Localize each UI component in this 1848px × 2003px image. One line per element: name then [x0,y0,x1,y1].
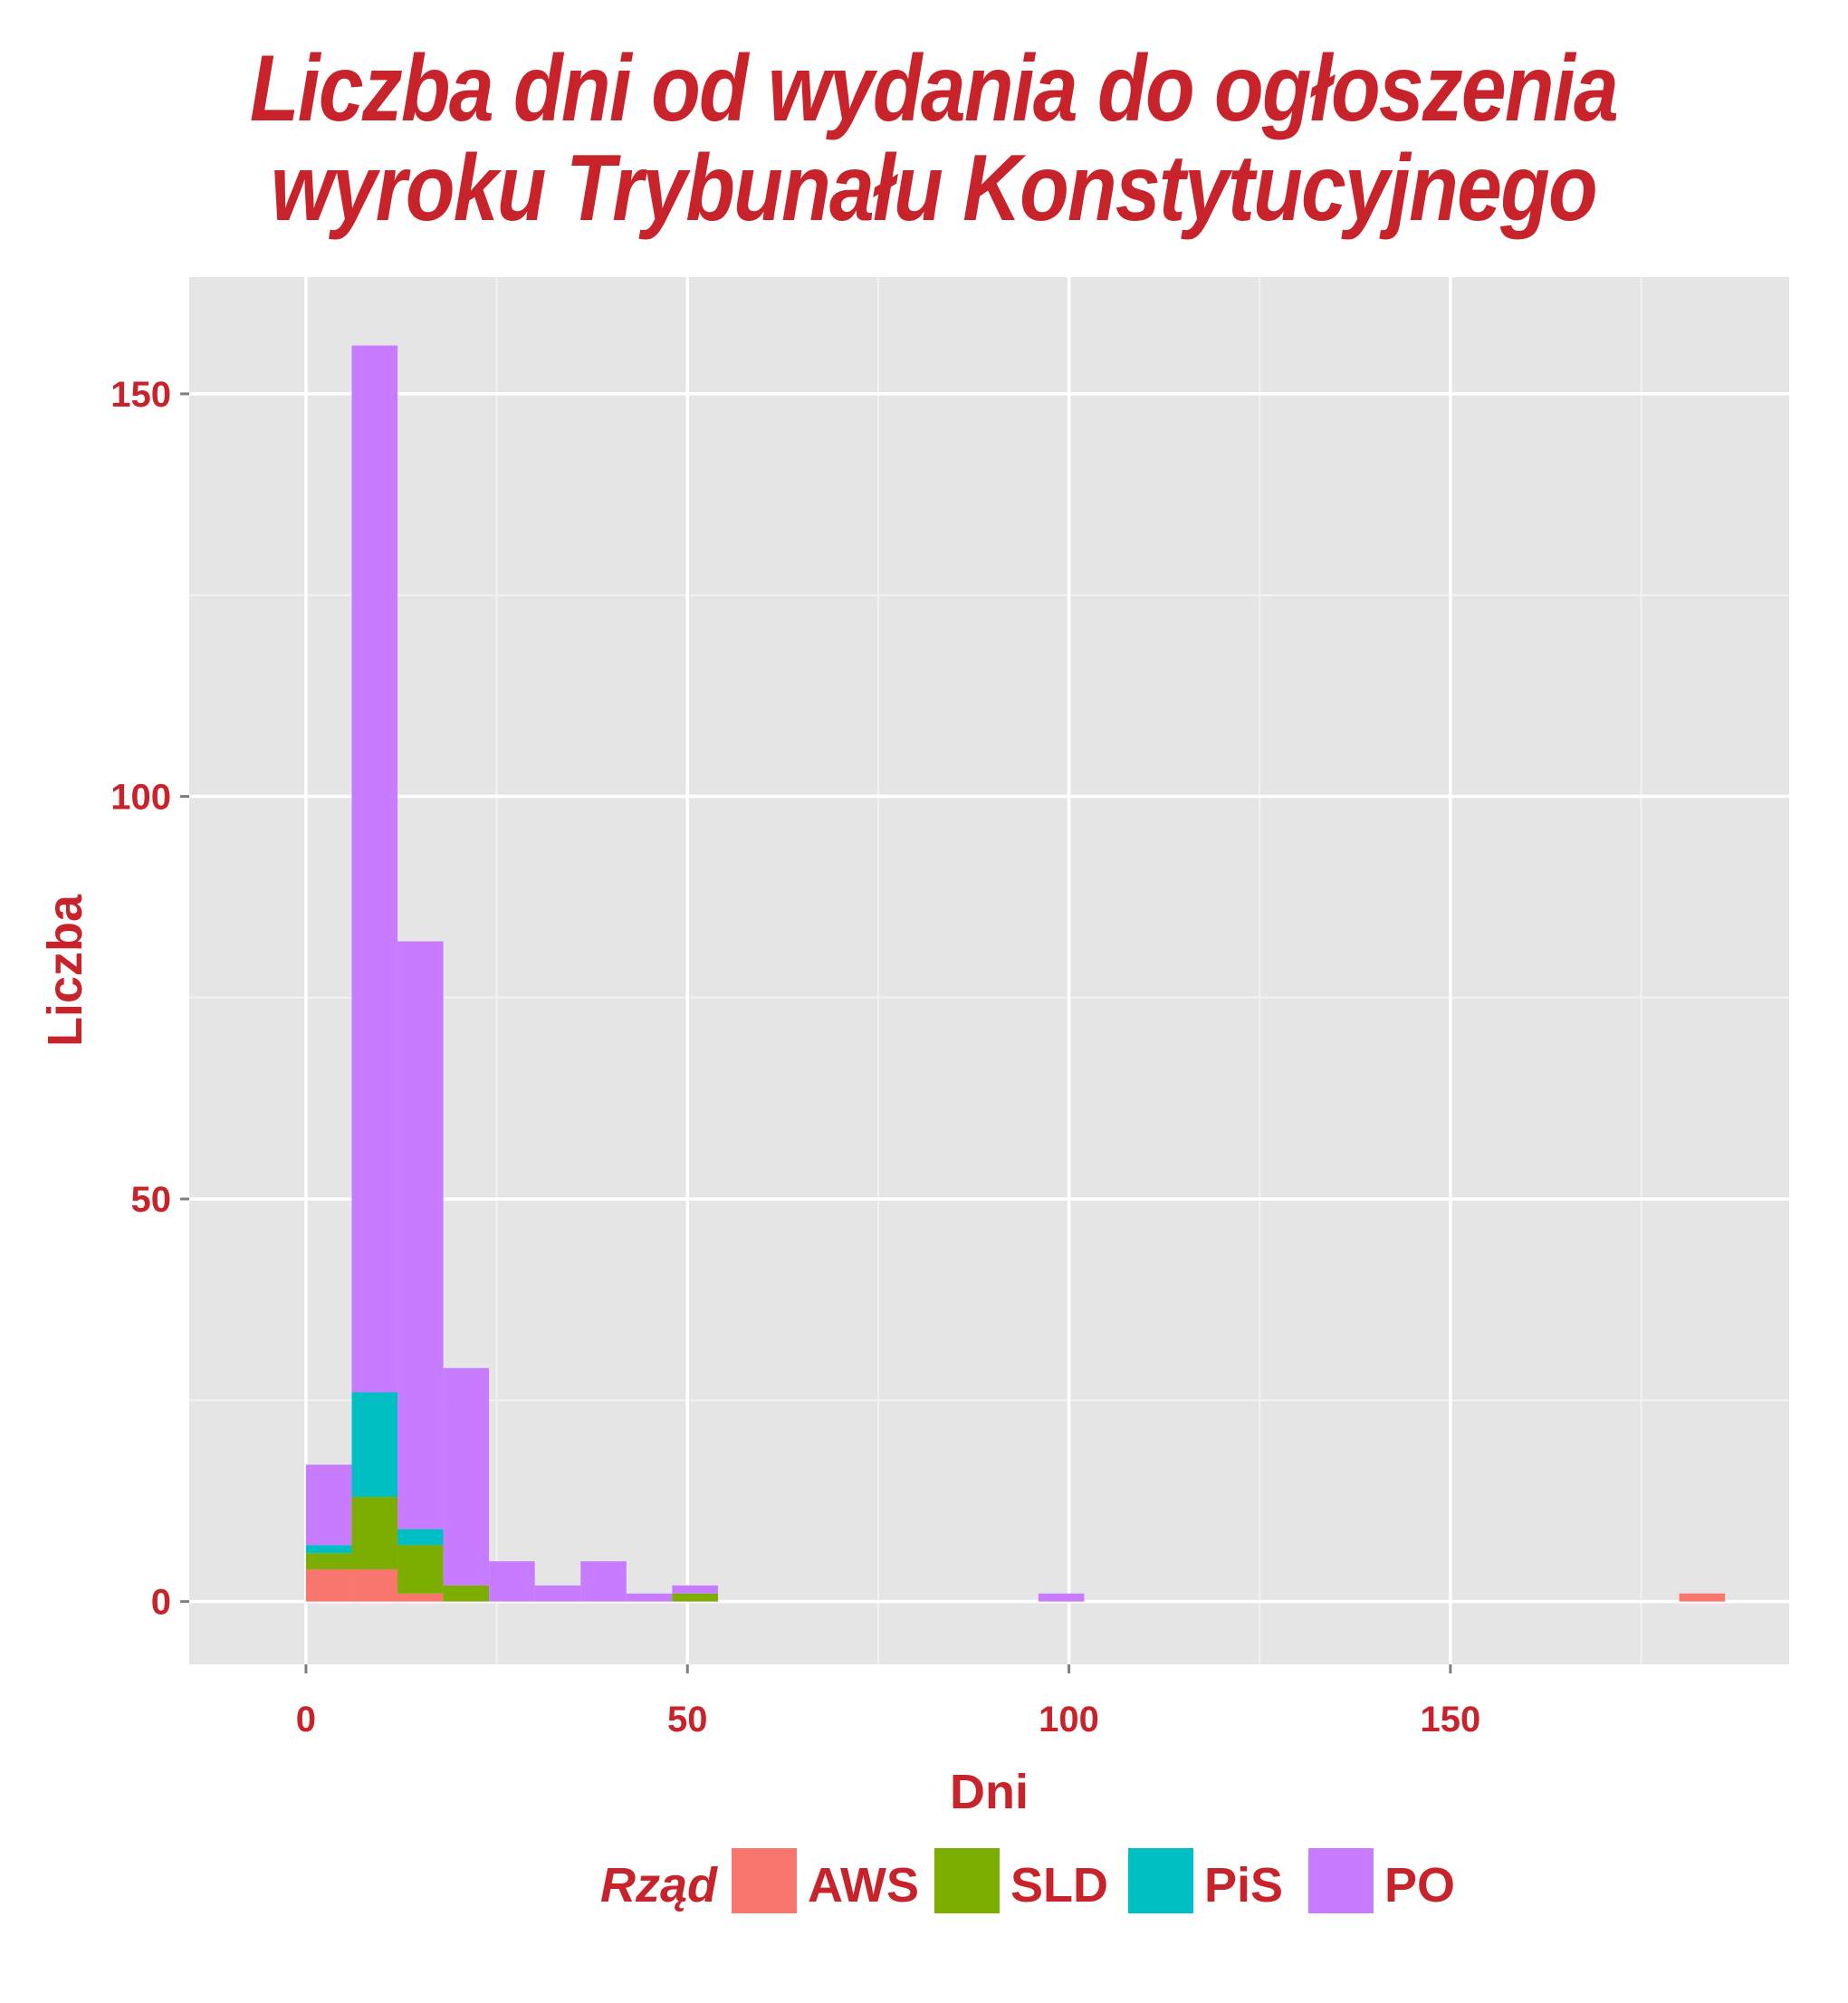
bar-po [580,1561,627,1602]
legend-key-pis [1128,1848,1193,1913]
x-tick-label: 0 [296,1700,316,1739]
legend-title: Rząd [600,1858,718,1912]
x-tick-label: 150 [1420,1700,1480,1739]
bar-po [351,345,398,1393]
x-tick-label: 100 [1039,1700,1099,1739]
bar-sld [672,1593,718,1602]
x-axis-title: Dni [950,1765,1029,1819]
bar-pis [305,1545,352,1554]
y-tick-label: 150 [110,375,171,415]
bar-sld [443,1585,490,1602]
bar-po [443,1367,490,1586]
bar-aws [1679,1593,1726,1602]
bar-po [672,1585,718,1594]
chart-title-line-1: Liczba dni od wydania do ogłoszenia [249,36,1619,141]
bar-sld [397,1545,444,1594]
chart-title-line-2: wyroku Trybunału Konstytucyjnego [270,136,1598,241]
bar-sld [305,1553,352,1570]
bar-aws [351,1569,398,1602]
legend-key-po [1308,1848,1374,1913]
legend-label-pis: PiS [1204,1858,1283,1912]
legend-label-aws: AWS [808,1858,919,1912]
legend: Rząd AWS SLD PiS PO [600,1848,1455,1913]
bar-po [626,1593,673,1602]
y-tick-label: 50 [131,1180,172,1220]
legend-key-sld [934,1848,1000,1913]
bar-po [397,941,444,1529]
bar-aws [305,1569,352,1602]
y-tick-label: 100 [110,777,171,817]
bar-po [305,1464,352,1546]
bar-po [489,1561,535,1602]
legend-key-aws [732,1848,797,1913]
bar-aws [397,1593,444,1602]
y-tick-label: 0 [151,1583,171,1623]
y-axis-title: Liczba [38,894,92,1047]
bar-pis [397,1529,444,1546]
legend-label-sld: SLD [1010,1858,1108,1912]
bar-sld [351,1497,398,1570]
bar-po [1038,1593,1085,1602]
legend-label-po: PO [1384,1858,1455,1912]
bar-pis [351,1392,398,1498]
bar-po [534,1585,581,1602]
x-tick-label: 50 [667,1700,708,1739]
